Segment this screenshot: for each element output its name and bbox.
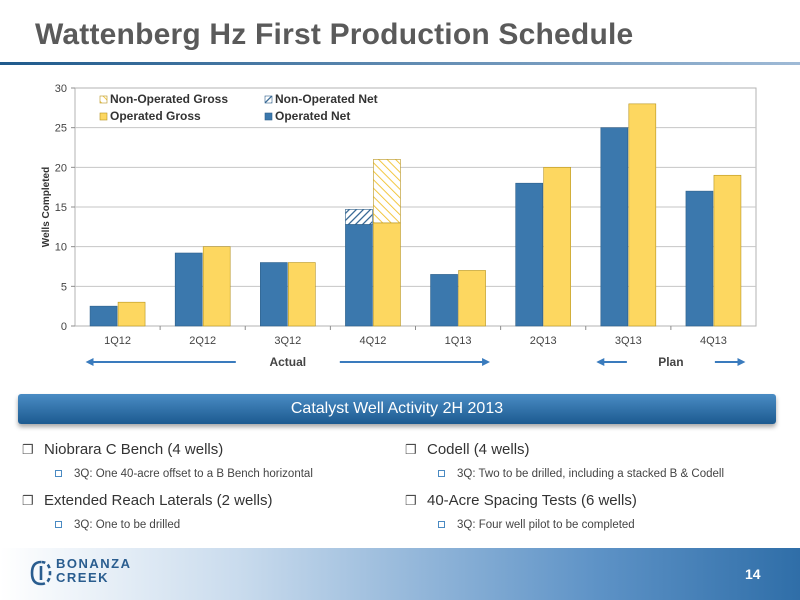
sub-bullet-text: 3Q: Four well pilot to be completed bbox=[457, 519, 635, 531]
page-title: Wattenberg Hz First Production Schedule bbox=[35, 18, 634, 51]
bar-operated-gross bbox=[628, 103, 657, 327]
bullet-item: ❒ Codell (4 wells) bbox=[405, 440, 775, 464]
section-banner: Catalyst Well Activity 2H 2013 bbox=[18, 394, 776, 424]
x-tick-label: 4Q12 bbox=[359, 335, 386, 347]
x-tick-label: 4Q13 bbox=[700, 335, 727, 347]
bar-operated-net bbox=[600, 127, 629, 327]
sub-bullet-item: 3Q: Four well pilot to be completed bbox=[405, 515, 775, 542]
bar-operated-gross bbox=[543, 167, 571, 327]
bullet-mark-icon: ❒ bbox=[22, 493, 34, 508]
bar-operated-gross bbox=[373, 222, 401, 327]
bar-operated-net bbox=[515, 182, 543, 327]
x-tick-label: 2Q12 bbox=[189, 335, 216, 347]
sub-bullet-item: 3Q: One to be drilled bbox=[22, 515, 392, 542]
bonanza-creek-logo-icon bbox=[30, 560, 52, 586]
square-bullet-icon bbox=[438, 521, 445, 528]
bullet-heading: Codell (4 wells) bbox=[427, 441, 530, 458]
bar-operated-gross bbox=[202, 246, 231, 327]
square-bullet-icon bbox=[55, 470, 62, 477]
x-tick-label: 2Q13 bbox=[530, 335, 557, 347]
bullet-heading: Extended Reach Laterals (2 wells) bbox=[44, 492, 273, 509]
sub-bullet-item: 3Q: Two to be drilled, including a stack… bbox=[405, 464, 775, 491]
bar-operated-gross bbox=[713, 174, 742, 327]
sub-bullet-text: 3Q: One to be drilled bbox=[74, 519, 181, 531]
square-bullet-icon bbox=[438, 470, 445, 477]
y-axis-label: Wells Completed bbox=[41, 167, 52, 247]
sub-bullet-text: 3Q: Two to be drilled, including a stack… bbox=[457, 468, 724, 480]
bullet-heading: Niobrara C Bench (4 wells) bbox=[44, 441, 224, 458]
y-tick-label: 5 bbox=[61, 281, 67, 293]
bar-operated-net bbox=[430, 274, 458, 327]
x-tick-label: 1Q12 bbox=[104, 335, 131, 347]
legend-swatch bbox=[99, 95, 108, 104]
y-tick-label: 25 bbox=[55, 123, 67, 135]
bar-non-operated-net bbox=[345, 209, 373, 225]
bullet-item: ❒ Niobrara C Bench (4 wells) bbox=[22, 440, 392, 464]
logo-text: BONANZA CREEK bbox=[56, 557, 132, 585]
bullet-item: ❒ 40-Acre Spacing Tests (6 wells) bbox=[405, 491, 775, 515]
page-number: 14 bbox=[745, 566, 761, 582]
sub-bullet-text: 3Q: One 40-acre offset to a B Bench hori… bbox=[74, 468, 313, 480]
bar-non-operated-gross bbox=[373, 159, 401, 224]
y-tick-label: 0 bbox=[61, 321, 67, 333]
bar-operated-gross bbox=[117, 301, 146, 327]
logo-line1: BONANZA bbox=[56, 556, 132, 571]
bar-operated-net bbox=[345, 224, 373, 327]
bar-operated-net bbox=[174, 252, 203, 327]
bullet-mark-icon: ❒ bbox=[22, 442, 34, 457]
bullet-list-right: ❒ Codell (4 wells) 3Q: Two to be drilled,… bbox=[405, 440, 775, 542]
logo-line2: CREEK bbox=[56, 570, 110, 585]
title-rule bbox=[0, 62, 800, 65]
bullet-mark-icon: ❒ bbox=[405, 442, 417, 457]
bullet-list-left: ❒ Niobrara C Bench (4 wells) 3Q: One 40-a… bbox=[22, 440, 392, 542]
bar-operated-gross bbox=[288, 262, 316, 327]
y-tick-label: 10 bbox=[55, 242, 67, 254]
legend-label: Non-Operated Gross bbox=[110, 92, 228, 106]
x-tick-label: 1Q13 bbox=[445, 335, 472, 347]
y-tick-label: 30 bbox=[55, 83, 67, 95]
sub-bullet-item: 3Q: One 40-acre offset to a B Bench hori… bbox=[22, 464, 392, 491]
x-tick-label: 3Q12 bbox=[274, 335, 301, 347]
bar-operated-net bbox=[685, 190, 714, 327]
square-bullet-icon bbox=[55, 521, 62, 528]
bar-operated-net bbox=[89, 305, 118, 327]
bullet-mark-icon: ❒ bbox=[405, 493, 417, 508]
bar-operated-net bbox=[260, 262, 288, 327]
legend-swatch bbox=[99, 112, 108, 121]
annotation-label: Actual bbox=[269, 355, 306, 369]
legend-label: Operated Gross bbox=[110, 109, 201, 123]
legend-swatch bbox=[264, 95, 273, 104]
legend-swatch bbox=[264, 112, 273, 121]
bullet-item: ❒ Extended Reach Laterals (2 wells) bbox=[22, 491, 392, 515]
y-tick-label: 15 bbox=[55, 202, 67, 214]
bullet-heading: 40-Acre Spacing Tests (6 wells) bbox=[427, 492, 637, 509]
legend-label: Operated Net bbox=[275, 109, 350, 123]
wells-completed-chart: 0 5 10 15 20 25 30 Wells Completed 1Q12 2Q12 3Q12 4… bbox=[41, 83, 757, 369]
x-tick-label: 3Q13 bbox=[615, 335, 642, 347]
annotation-label: Plan bbox=[658, 355, 683, 369]
legend-label: Non-Operated Net bbox=[275, 92, 378, 106]
y-tick-label: 20 bbox=[55, 162, 67, 174]
footer-band bbox=[0, 548, 800, 600]
bar-operated-gross bbox=[458, 270, 486, 327]
